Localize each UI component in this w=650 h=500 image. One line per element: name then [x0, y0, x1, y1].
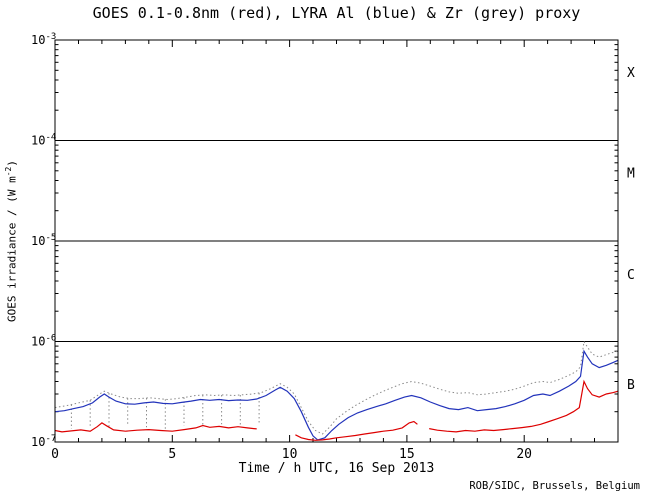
y-tick-label: 10-3	[31, 32, 56, 47]
y-tick-label: 10-4	[31, 133, 56, 148]
plot-border	[54, 39, 619, 443]
credit-text: ROB/SIDC, Brussels, Belgium	[469, 480, 640, 492]
x-tick-label: 20	[516, 447, 532, 462]
y-axis-title-exponent: -2	[4, 166, 13, 177]
flare-class-label-c: C	[627, 268, 635, 283]
y-axis-title: GOES irradiance / (W m-2)	[4, 40, 22, 442]
y-axis-title-text: GOES irradiance / (W m	[5, 176, 19, 322]
x-tick-labels: 0 5 10 15 20	[51, 447, 532, 462]
y-tick-label: 10-5	[31, 233, 56, 248]
chart-title: GOES 0.1-0.8nm (red), LYRA Al (blue) & Z…	[92, 4, 581, 22]
y-tick-label: 10-7	[31, 434, 56, 449]
series-lyra-al	[54, 349, 619, 441]
x-tick-label: 10	[282, 447, 298, 462]
y-tick-label: 10-6	[31, 334, 56, 349]
y-axis-title-close: )	[5, 160, 19, 167]
y-tick-labels: 10-7 10-6 10-5 10-4 10-3	[31, 32, 56, 449]
x-tick-label: 0	[51, 447, 59, 462]
series-lyra-zr-proxy	[54, 340, 619, 435]
flare-class-labels: X M C B	[627, 66, 635, 393]
x-tick-label: 15	[399, 447, 415, 462]
x-tick-label: 5	[168, 447, 176, 462]
flare-class-label-b: B	[627, 378, 635, 393]
flare-class-label-x: X	[627, 66, 635, 81]
flare-class-label-m: M	[627, 166, 635, 181]
x-axis-title: Time / h UTC, 16 Sep 2013	[238, 461, 435, 476]
flare-class-boundary-lines	[55, 140, 618, 342]
series-goes-0-1-0-8nm	[54, 379, 619, 441]
